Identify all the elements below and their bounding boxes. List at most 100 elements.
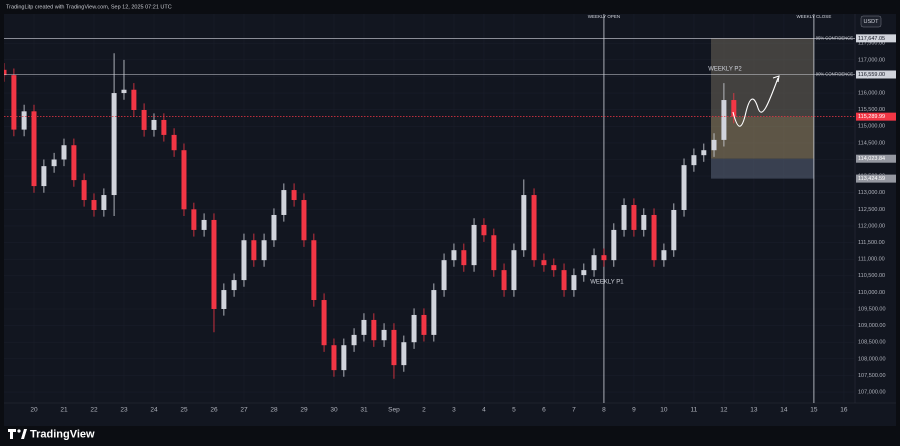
- candle-body: [321, 300, 327, 346]
- y-tick-label: 109,000.00: [858, 323, 886, 329]
- y-tick-label: 109,500.00: [858, 306, 886, 312]
- candle-body: [341, 345, 347, 371]
- x-tick-label: 9: [632, 407, 636, 414]
- candle-body: [561, 270, 567, 291]
- candle-body: [181, 150, 187, 210]
- x-tick-label: 23: [120, 407, 128, 414]
- candle-body: [391, 329, 397, 366]
- candle-body: [701, 150, 707, 156]
- candle-body: [491, 235, 497, 271]
- candle-body: [581, 270, 587, 276]
- annotation: WEEKLY P1: [590, 280, 624, 286]
- logo: TradingView: [8, 428, 95, 440]
- currency-box: [860, 15, 882, 28]
- price-badge-label: 116,559.00: [858, 72, 885, 78]
- candle-body: [551, 265, 557, 271]
- candle-body: [161, 119, 167, 135]
- candle-body: [601, 255, 607, 261]
- y-tick-label: 110,000.00: [858, 290, 885, 296]
- y-tick-label: 115,500.00: [858, 107, 885, 113]
- x-tick-label: 25: [180, 407, 188, 414]
- y-tick-label: 110,500.00: [858, 273, 885, 279]
- candle-body: [431, 290, 437, 335]
- y-tick-label: 117,000.00: [858, 57, 885, 63]
- candle-body: [621, 205, 627, 230]
- candle-body: [141, 110, 147, 130]
- x-tick-label: 24: [150, 407, 158, 414]
- candle-body: [271, 214, 277, 241]
- price-badge-label: 115,289.99: [858, 114, 885, 120]
- x-tick-label: 8: [602, 407, 606, 414]
- level-name: 90% CONFIDENCE: [816, 72, 853, 77]
- candle-body: [111, 93, 117, 196]
- x-tick-label: 10: [660, 407, 668, 414]
- candle-body: [211, 219, 217, 309]
- projection-arrow: [732, 77, 779, 127]
- x-tick-label: 7: [572, 407, 576, 414]
- marker-label: WEEKLY CLOSE: [796, 14, 831, 19]
- logo-slash: [21, 429, 27, 439]
- candle-body: [731, 100, 737, 117]
- x-tick-label: 14: [780, 407, 788, 414]
- candle-body: [71, 145, 77, 181]
- x-tick-label: 5: [512, 407, 516, 414]
- candle-body: [691, 155, 697, 166]
- footer-brand: TradingView: [30, 428, 95, 440]
- price-badge: [856, 70, 896, 79]
- arrow-head: [772, 75, 780, 83]
- candle-body: [281, 190, 287, 215]
- candle-body: [231, 280, 237, 291]
- logo-dot: [17, 429, 21, 433]
- x-tick-label: 2: [422, 407, 426, 414]
- marker-label: WEEKLY OPEN: [588, 14, 620, 19]
- candle-body: [451, 250, 457, 261]
- candle-body: [51, 159, 57, 167]
- candle-body: [421, 314, 427, 335]
- candle-body: [381, 329, 387, 341]
- x-tick-label: 28: [270, 407, 278, 414]
- candle-body: [41, 166, 47, 187]
- candle-body: [361, 319, 367, 335]
- zone-band: [711, 38, 814, 75]
- x-tick-label: 29: [300, 407, 308, 414]
- candle-body: [611, 229, 617, 261]
- candle-body: [501, 270, 507, 291]
- x-tick-label: 12: [720, 407, 728, 414]
- candle-body: [331, 345, 337, 371]
- y-tick-label: 117,500.00: [858, 41, 885, 47]
- y-tick-label: 107,500.00: [858, 373, 886, 379]
- candle-body: [711, 139, 717, 151]
- x-tick-label: 13: [750, 407, 758, 414]
- candle-body: [641, 214, 647, 230]
- price-badge-label: 117,647.05: [858, 36, 885, 42]
- candle-body: [131, 89, 137, 111]
- candle-body: [541, 260, 547, 266]
- candle-body: [411, 314, 417, 343]
- y-tick-label: 112,000.00: [858, 223, 885, 229]
- candle-body: [681, 165, 687, 210]
- candle-body: [631, 205, 637, 230]
- grid: [4, 14, 855, 403]
- candle-body: [81, 180, 87, 201]
- plot: [4, 14, 855, 403]
- zone-band: [711, 158, 814, 179]
- candle-body: [91, 200, 97, 210]
- y-tick-label: 111,500.00: [858, 240, 885, 246]
- candle-body: [31, 111, 37, 187]
- x-tick-label: 26: [210, 407, 218, 414]
- x-tick-label: 16: [840, 407, 848, 414]
- candle-body: [171, 134, 177, 151]
- candle-body: [671, 209, 677, 251]
- candle-body: [291, 190, 297, 201]
- price-badge-label: 113,424.59: [858, 176, 885, 182]
- candle-body: [461, 250, 467, 266]
- candle-body: [371, 319, 377, 341]
- price-badge: [856, 34, 896, 43]
- candle-body: [261, 240, 267, 261]
- candle-body: [151, 119, 157, 130]
- y-tick-label: 115,000.00: [858, 124, 885, 130]
- x-tick-label: 21: [60, 407, 68, 414]
- x-tick-label: 3: [452, 407, 456, 414]
